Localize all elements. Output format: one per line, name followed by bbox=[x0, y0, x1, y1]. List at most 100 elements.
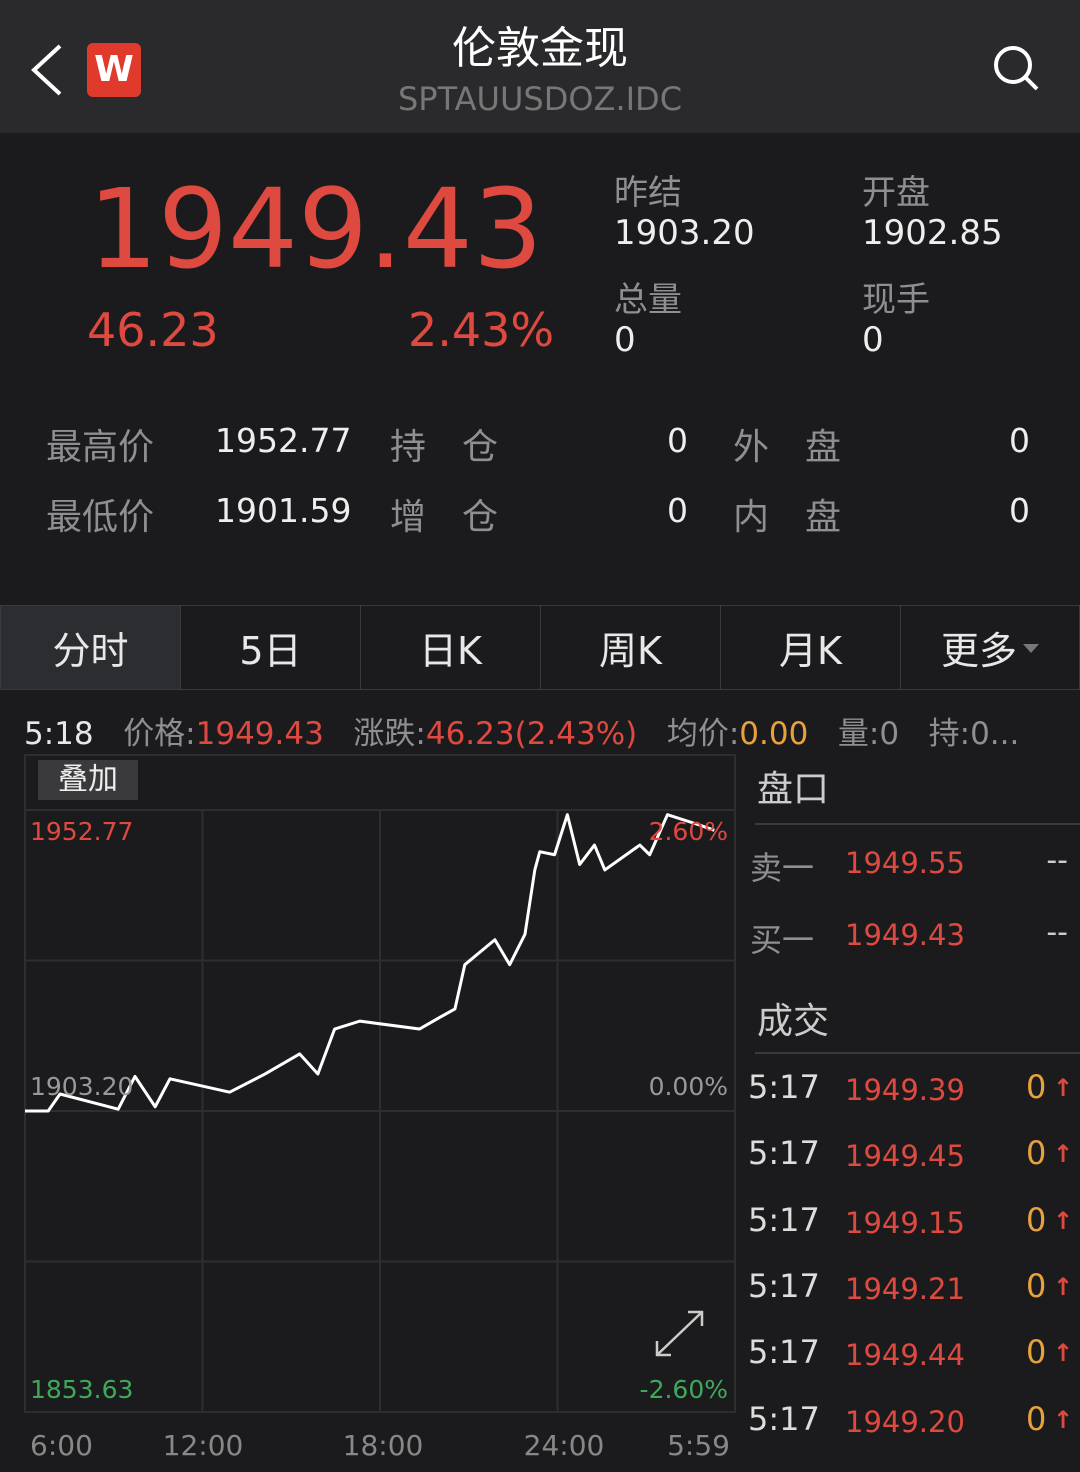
overlay-button[interactable]: 叠加 bbox=[38, 760, 138, 800]
price-line bbox=[25, 813, 715, 1113]
stat-label: 内 盘 bbox=[733, 497, 842, 538]
up-arrow-icon: ↑ bbox=[1053, 1405, 1074, 1434]
trade-price: 1949.44 bbox=[845, 1338, 965, 1373]
up-arrow-icon: ↑ bbox=[1053, 1339, 1074, 1368]
stat-value: 0 bbox=[1009, 491, 1030, 530]
book-price: 1949.55 bbox=[845, 846, 965, 880]
info-price: 1949.43 bbox=[195, 716, 324, 752]
trade-price: 1949.21 bbox=[845, 1271, 965, 1306]
info-avg-label: 均价: bbox=[666, 716, 740, 752]
trade-volume: 0 bbox=[1026, 1399, 1047, 1438]
trade-volume: 0 bbox=[1026, 1333, 1047, 1372]
trade-price: 1949.15 bbox=[845, 1205, 965, 1240]
up-arrow-icon: ↑ bbox=[1053, 1272, 1074, 1301]
book-volume: -- bbox=[1046, 843, 1068, 878]
price-change-pct: 2.43% bbox=[408, 303, 555, 357]
tab-label: 月K bbox=[779, 629, 842, 673]
book-label: 买一 bbox=[750, 921, 815, 959]
up-arrow-icon: ↑ bbox=[1053, 1074, 1074, 1102]
volume-value: 0 bbox=[614, 320, 636, 360]
trade-volume: 0 bbox=[1026, 1266, 1047, 1305]
trade-time: 5:17 bbox=[748, 1266, 820, 1305]
dropdown-caret-icon bbox=[1023, 643, 1039, 661]
tab-5[interactable]: 更多 bbox=[900, 605, 1080, 690]
last-price: 1949.43 bbox=[88, 165, 543, 293]
x-tick-label: 24:00 bbox=[524, 1429, 605, 1462]
x-tick-label: 6:00 bbox=[30, 1429, 93, 1462]
trade-volume: 0 bbox=[1026, 1200, 1047, 1239]
tab-label: 周K bbox=[599, 629, 662, 673]
open-value: 1902.85 bbox=[862, 213, 1003, 253]
tab-label: 分时 bbox=[52, 629, 129, 673]
app-logo: W bbox=[87, 43, 141, 97]
trade-price: 1949.39 bbox=[845, 1073, 965, 1107]
trade-time: 5:17 bbox=[748, 1134, 820, 1173]
trade-price: 1949.20 bbox=[845, 1404, 965, 1439]
x-tick-label: 18:00 bbox=[343, 1429, 424, 1462]
prev-settle-label: 昨结 bbox=[614, 173, 682, 213]
book-label: 卖一 bbox=[750, 849, 815, 887]
symbol-code: SPTAUUSDOZ.IDC bbox=[397, 80, 683, 118]
intraday-chart[interactable]: 1952.77 1903.20 1853.63 2.60% 0.00% -2.60% 6:0… bbox=[0, 750, 740, 1472]
y-label-base: 1903.20 bbox=[30, 1072, 133, 1101]
current-hand-value: 0 bbox=[862, 320, 884, 360]
tab-0[interactable]: 分时 bbox=[0, 605, 181, 690]
x-tick-label: 12:00 bbox=[163, 1429, 244, 1462]
trade-volume: 0 bbox=[1026, 1068, 1047, 1106]
y-label-high: 1952.77 bbox=[30, 817, 133, 846]
page-title: 伦敦金现 bbox=[452, 23, 628, 74]
divider bbox=[755, 1052, 1080, 1054]
stat-label: 最高价 bbox=[46, 427, 155, 468]
prev-settle-value: 1903.20 bbox=[614, 213, 755, 253]
trade-price: 1949.45 bbox=[845, 1139, 965, 1174]
tab-1[interactable]: 5日 bbox=[180, 605, 361, 690]
back-chevron-icon[interactable] bbox=[30, 44, 64, 96]
trade-time: 5:17 bbox=[748, 1399, 820, 1438]
book-price: 1949.43 bbox=[845, 918, 965, 952]
y-label-pct-high: 2.60% bbox=[649, 817, 728, 846]
tab-2[interactable]: 日K bbox=[360, 605, 541, 690]
stat-label: 持 仓 bbox=[390, 427, 499, 468]
order-book-title: 盘口 bbox=[757, 769, 830, 810]
stat-label: 外 盘 bbox=[733, 427, 842, 468]
trade-volume: 0 bbox=[1026, 1134, 1047, 1173]
y-label-pct-base: 0.00% bbox=[649, 1072, 728, 1101]
stat-value: 1952.77 bbox=[215, 421, 352, 460]
tab-label: 日K bbox=[419, 629, 482, 673]
header-bar: W 伦敦金现 SPTAUUSDOZ.IDC bbox=[0, 0, 1080, 133]
y-label-low: 1853.63 bbox=[30, 1375, 133, 1404]
current-hand-label: 现手 bbox=[862, 280, 930, 320]
info-change: 46.23(2.43%) bbox=[425, 716, 638, 752]
tab-3[interactable]: 周K bbox=[540, 605, 721, 690]
up-arrow-icon: ↑ bbox=[1053, 1140, 1074, 1169]
volume-label: 总量 bbox=[614, 280, 682, 320]
search-icon[interactable] bbox=[992, 44, 1042, 94]
info-avg: 0.00 bbox=[739, 716, 809, 752]
info-time: 5:18 bbox=[24, 716, 94, 752]
trade-time: 5:17 bbox=[748, 1068, 820, 1106]
stat-label: 最低价 bbox=[46, 497, 155, 538]
info-price-label: 价格: bbox=[123, 716, 196, 752]
divider bbox=[755, 823, 1080, 825]
tab-label: 更多 bbox=[940, 629, 1017, 673]
stat-value: 0 bbox=[667, 421, 688, 460]
stat-value: 0 bbox=[667, 491, 688, 530]
open-label: 开盘 bbox=[862, 173, 930, 213]
trade-time: 5:17 bbox=[748, 1200, 820, 1239]
stat-label: 增 仓 bbox=[390, 497, 499, 538]
tab-label: 5日 bbox=[239, 629, 302, 673]
info-change-label: 涨跌: bbox=[353, 716, 426, 752]
info-hold: 持:0... bbox=[928, 716, 1020, 752]
book-volume: -- bbox=[1046, 915, 1068, 950]
trade-time: 5:17 bbox=[748, 1333, 820, 1372]
trades-title: 成交 bbox=[757, 1001, 830, 1042]
price-change: 46.23 bbox=[87, 303, 219, 357]
fullscreen-expand-icon[interactable] bbox=[652, 1308, 708, 1360]
x-tick-label: 5:59 bbox=[667, 1429, 730, 1462]
tab-4[interactable]: 月K bbox=[720, 605, 901, 690]
stat-value: 0 bbox=[1009, 421, 1030, 460]
info-bar: 5:18 价格:1949.43 涨跌:46.23(2.43%) 均价:0.00 … bbox=[24, 708, 1019, 753]
up-arrow-icon: ↑ bbox=[1053, 1206, 1074, 1235]
y-label-pct-low: -2.60% bbox=[640, 1375, 728, 1404]
info-volume: 量:0 bbox=[837, 716, 900, 752]
